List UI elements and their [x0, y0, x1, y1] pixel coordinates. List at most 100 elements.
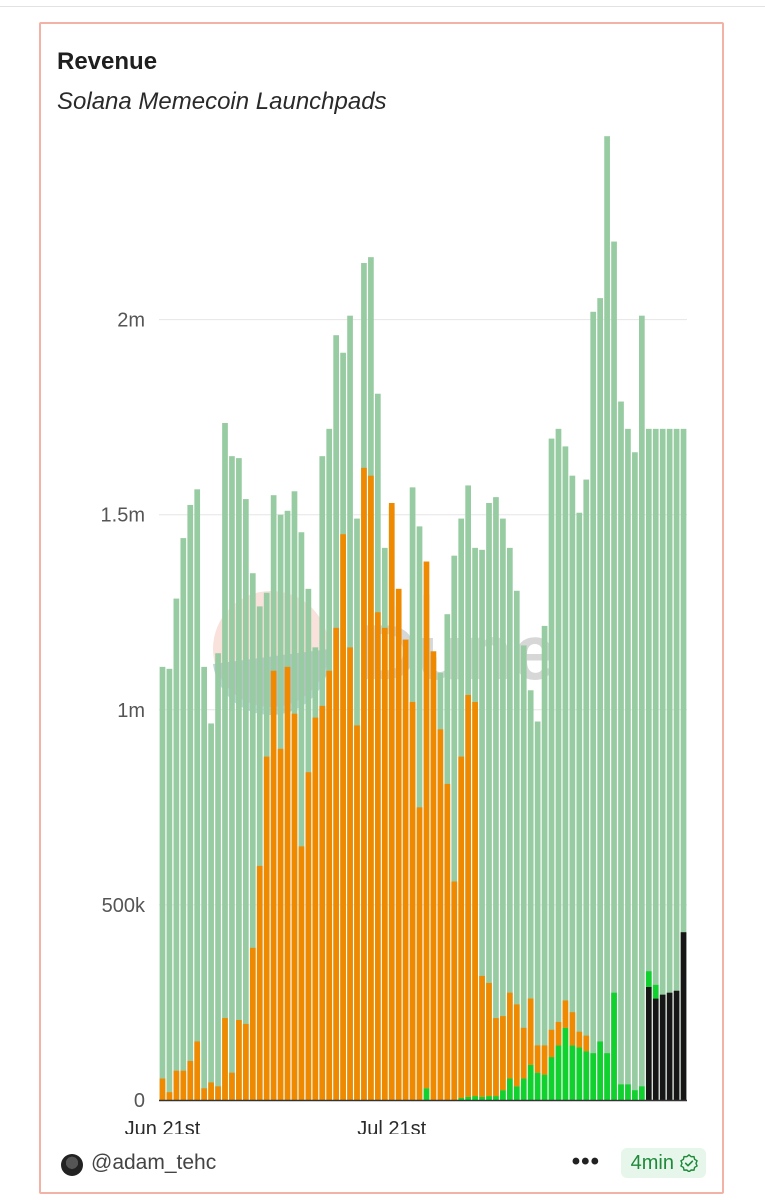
bar-total[interactable] [513, 590, 520, 1100]
bar-orange[interactable] [291, 713, 298, 1100]
bar-green[interactable] [506, 1078, 513, 1100]
bar-total[interactable] [486, 502, 492, 1100]
bar-orange[interactable] [465, 694, 472, 1097]
bar-total[interactable] [506, 547, 513, 1100]
bar-total[interactable] [618, 401, 624, 1101]
bar-orange[interactable] [347, 647, 353, 1100]
bar-orange[interactable] [242, 1023, 249, 1100]
bar-orange[interactable] [194, 1041, 201, 1100]
bar-orange[interactable] [513, 1004, 520, 1087]
bar-green[interactable] [500, 1090, 506, 1100]
bar-total[interactable] [597, 298, 604, 1100]
bar-total[interactable] [500, 518, 506, 1100]
bar-orange[interactable] [472, 701, 478, 1097]
bar-orange[interactable] [423, 561, 430, 1089]
bar-total[interactable] [541, 625, 548, 1100]
bar-orange[interactable] [229, 1072, 235, 1100]
bar-green[interactable] [652, 984, 659, 999]
bar-green[interactable] [638, 1086, 645, 1100]
bar-total[interactable] [229, 456, 235, 1100]
bar-total[interactable] [236, 458, 242, 1101]
bar-orange[interactable] [284, 666, 291, 1100]
bar-orange[interactable] [541, 1045, 548, 1075]
bar-green[interactable] [479, 1096, 485, 1100]
bar-total[interactable] [527, 690, 534, 1100]
bar-orange[interactable] [263, 756, 270, 1100]
bar-orange[interactable] [479, 975, 485, 1097]
bar-total[interactable] [180, 538, 187, 1100]
bar-total[interactable] [611, 241, 617, 1100]
bar-orange[interactable] [569, 1012, 576, 1046]
author-username[interactable]: @adam_tehc [91, 1151, 217, 1174]
bar-green[interactable] [486, 1096, 492, 1100]
bar-total[interactable] [652, 428, 659, 1100]
bar-total[interactable] [680, 428, 687, 1100]
bar-green[interactable] [458, 1098, 465, 1100]
bar-orange[interactable] [180, 1070, 187, 1100]
bar-green[interactable] [520, 1078, 527, 1100]
bar-orange[interactable] [159, 1078, 166, 1100]
bar-orange[interactable] [236, 1020, 242, 1100]
bar-orange[interactable] [493, 1018, 499, 1097]
bar-orange[interactable] [187, 1060, 194, 1100]
bar-total[interactable] [201, 666, 208, 1100]
bar-orange[interactable] [506, 992, 513, 1079]
bar-orange[interactable] [451, 881, 458, 1100]
bar-total[interactable] [604, 136, 610, 1100]
bar-orange[interactable] [361, 467, 367, 1100]
bar-green[interactable] [645, 971, 652, 987]
bar-orange[interactable] [270, 670, 277, 1100]
bar-green[interactable] [590, 1053, 597, 1100]
bar-green[interactable] [632, 1090, 638, 1100]
bar-black[interactable] [680, 932, 687, 1100]
bar-orange[interactable] [486, 982, 492, 1097]
bar-orange[interactable] [173, 1070, 180, 1100]
bar-green[interactable] [548, 1057, 555, 1100]
bar-orange[interactable] [249, 947, 256, 1100]
bar-orange[interactable] [256, 865, 263, 1100]
bar-orange[interactable] [458, 756, 465, 1099]
bar-orange[interactable] [576, 1031, 583, 1048]
bar-total[interactable] [632, 452, 638, 1100]
bar-total[interactable] [583, 479, 590, 1100]
bar-orange[interactable] [430, 651, 437, 1100]
bar-total[interactable] [645, 428, 652, 1100]
bar-green[interactable] [562, 1027, 569, 1100]
bar-orange[interactable] [437, 729, 444, 1100]
bar-orange[interactable] [305, 772, 312, 1100]
bar-orange[interactable] [354, 725, 360, 1100]
bar-green[interactable] [465, 1096, 472, 1100]
bar-total[interactable] [638, 315, 645, 1100]
bar-orange[interactable] [409, 701, 416, 1100]
bar-orange[interactable] [527, 998, 534, 1065]
bar-orange[interactable] [368, 475, 374, 1100]
bar-green[interactable] [541, 1074, 548, 1100]
bar-green[interactable] [583, 1051, 590, 1100]
bar-orange[interactable] [402, 639, 409, 1100]
bar-orange[interactable] [555, 1021, 562, 1046]
bar-total[interactable] [548, 438, 555, 1100]
bar-total[interactable] [576, 512, 583, 1100]
bar-orange[interactable] [444, 783, 451, 1100]
bar-total[interactable] [298, 532, 305, 1100]
bar-total[interactable] [625, 428, 631, 1100]
bar-total[interactable] [590, 311, 597, 1101]
bar-orange[interactable] [374, 612, 381, 1100]
bar-orange[interactable] [166, 1092, 173, 1100]
bar-green[interactable] [527, 1064, 534, 1100]
bar-total[interactable] [451, 555, 458, 1100]
bar-total[interactable] [166, 668, 173, 1100]
bar-total[interactable] [208, 723, 214, 1100]
user-avatar[interactable] [61, 1154, 83, 1176]
bar-total[interactable] [187, 504, 194, 1100]
bar-orange[interactable] [319, 705, 326, 1100]
bar-black[interactable] [673, 990, 680, 1100]
bar-green[interactable] [625, 1084, 631, 1100]
bar-total[interactable] [479, 549, 485, 1100]
bar-total[interactable] [194, 489, 201, 1100]
bar-total[interactable] [534, 721, 541, 1100]
bar-orange[interactable] [215, 1086, 221, 1100]
bar-total[interactable] [222, 422, 228, 1100]
bar-black[interactable] [659, 994, 666, 1100]
bar-green[interactable] [513, 1086, 520, 1100]
